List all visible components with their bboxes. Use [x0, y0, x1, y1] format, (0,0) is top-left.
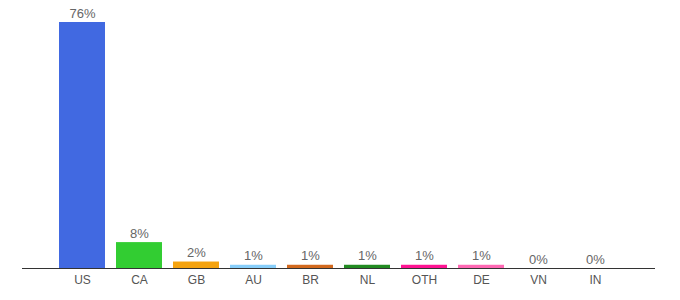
svg-text:BR: BR — [302, 273, 319, 287]
svg-text:0%: 0% — [586, 252, 605, 267]
svg-text:NL: NL — [360, 273, 376, 287]
svg-text:1%: 1% — [358, 248, 377, 263]
svg-text:US: US — [74, 273, 91, 287]
svg-text:76%: 76% — [69, 6, 95, 21]
svg-text:1%: 1% — [472, 248, 491, 263]
svg-text:1%: 1% — [415, 248, 434, 263]
svg-text:8%: 8% — [130, 226, 149, 241]
svg-text:DE: DE — [473, 273, 490, 287]
svg-text:GB: GB — [188, 273, 205, 287]
svg-text:1%: 1% — [301, 248, 320, 263]
svg-text:2%: 2% — [187, 245, 206, 260]
svg-text:AU: AU — [245, 273, 262, 287]
svg-text:0%: 0% — [529, 252, 548, 267]
svg-text:OTH: OTH — [412, 273, 437, 287]
svg-text:CA: CA — [131, 273, 148, 287]
svg-text:IN: IN — [590, 273, 602, 287]
svg-text:VN: VN — [530, 273, 547, 287]
svg-text:1%: 1% — [244, 248, 263, 263]
